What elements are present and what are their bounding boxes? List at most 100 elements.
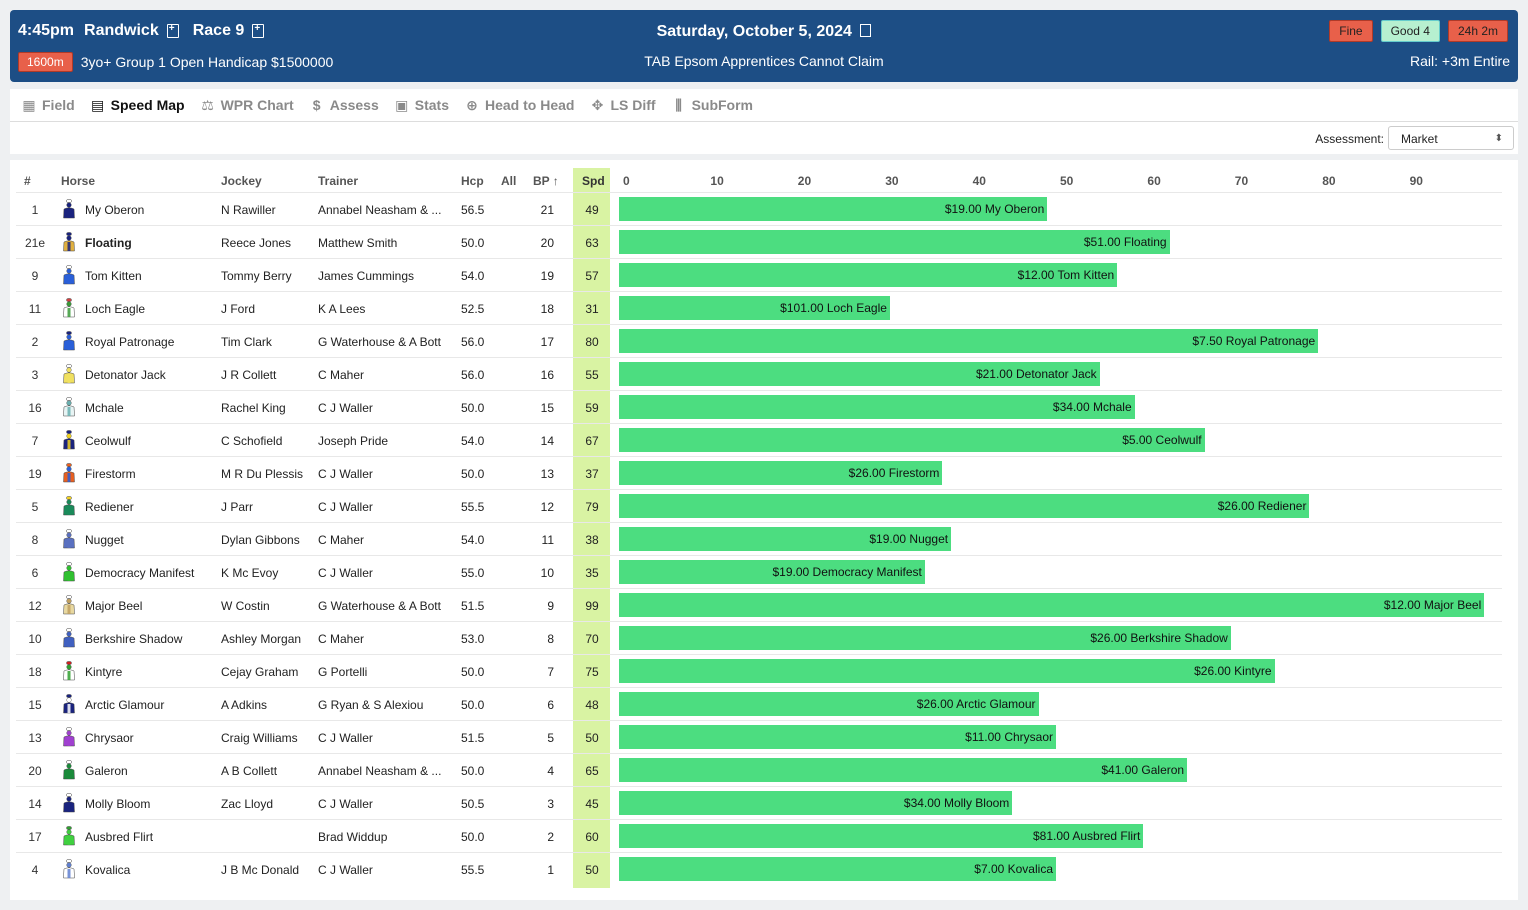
horse-name[interactable]: Detonator Jack [85,368,166,382]
horse-name[interactable]: My Oberon [85,203,145,217]
speed-bar[interactable]: $34.00 Mchale [619,395,1135,419]
table-row[interactable]: 4 Kovalica J B Mc Donald C J Waller 55.5 1 50 $… [16,852,1502,886]
document-icon[interactable] [860,24,872,37]
table-row[interactable]: 3 Detonator Jack J R Collett C Maher 56.0 16 5… [16,357,1502,391]
col-all[interactable]: All [501,174,517,188]
table-row[interactable]: 6 Democracy Manifest K Mc Evoy C J Waller 55… [16,555,1502,589]
table-row[interactable]: 21e Floating Reece Jones Matthew Smith 50.0 2… [16,225,1502,259]
speed-bar[interactable]: $5.00 Ceolwulf [619,428,1205,452]
handicap-weight: 51.5 [461,731,485,745]
horse-name[interactable]: Molly Bloom [85,797,151,811]
horse-name[interactable]: Rediener [85,500,134,514]
handicap-weight: 54.0 [461,533,485,547]
jockey-name: N Rawiller [221,203,276,217]
speed-bar[interactable]: $26.00 Rediener [619,494,1310,518]
document-icon[interactable] [166,23,179,38]
speed-bar[interactable]: $41.00 Galeron [619,758,1188,782]
speed-bar[interactable]: $26.00 Firestorm [619,461,943,485]
horse-name[interactable]: Mchale [85,401,124,415]
table-row[interactable]: 5 Rediener J Parr C J Waller 55.5 12 79 $26.00 … [16,489,1502,523]
table-row[interactable]: 9 Tom Kitten Tommy Berry James Cummings 54.0… [16,258,1502,292]
table-row[interactable]: 17 Ausbred Flirt Brad Widdup 50.0 2 60 $81.00 … [16,819,1502,853]
horse-name[interactable]: Democracy Manifest [85,566,195,580]
horse-name[interactable]: Royal Patronage [85,335,175,349]
table-row[interactable]: 15 Arctic Glamour A Adkins G Ryan & S Alexi… [16,687,1502,721]
speed-bar[interactable]: $19.00 My Oberon [619,197,1048,221]
table-row[interactable]: 7 Ceolwulf C Schofield Joseph Pride 54.0 14 67… [16,423,1502,457]
speed-bar[interactable]: $101.00 Loch Eagle [619,296,890,320]
horse-name[interactable]: Ausbred Flirt [85,830,154,844]
col-hcp[interactable]: Hcp [461,174,484,188]
horse-name[interactable]: Firestorm [85,467,136,481]
table-row[interactable]: 20 Galeron A B Collett Annabel Neasham & ..… [16,753,1502,787]
horse-name[interactable]: Tom Kitten [85,269,142,283]
col-bp[interactable]: BP ↑ [533,174,559,188]
table-row[interactable]: 18 Kintyre Cejay Graham G Portelli 50.0 7 75 $2… [16,654,1502,688]
horse-name[interactable]: Floating [85,236,132,250]
speed-bar[interactable]: $19.00 Democracy Manifest [619,560,925,584]
tab-wpr-chart[interactable]: ⚖ WPR Chart [201,97,293,114]
speed-bar[interactable]: $81.00 Ausbred Flirt [619,824,1144,848]
col-spd[interactable]: Spd [582,174,605,188]
tab-assess[interactable]: $ Assess [310,97,379,113]
table-row[interactable]: 10 Berkshire Shadow Ashley Morgan C Maher 53… [16,621,1502,655]
speed-bar[interactable]: $11.00 Chrysaor [619,725,1056,749]
handicap-weight: 52.5 [461,302,485,316]
jockey-silk-icon [62,331,76,351]
axis-tick: 90 [1409,174,1423,188]
table-row[interactable]: 2 Royal Patronage Tim Clark G Waterhouse & … [16,324,1502,358]
horse-name[interactable]: Berkshire Shadow [85,632,183,646]
speed-bar[interactable]: $19.00 Nugget [619,527,952,551]
document-icon[interactable] [252,23,265,38]
speed-bar[interactable]: $26.00 Berkshire Shadow [619,626,1231,650]
speed-value: 80 [585,335,599,349]
speed-bar[interactable]: $12.00 Major Beel [619,593,1485,617]
jockey-name: Craig Williams [221,731,298,745]
race-title: 4:45pm Randwick Race 9 [18,22,265,40]
col-jockey[interactable]: Jockey [221,174,262,188]
speed-bar[interactable]: $34.00 Molly Bloom [619,791,1013,815]
speed-bar[interactable]: $7.50 Royal Patronage [619,329,1319,353]
rail-position: Rail: +3m Entire [1410,53,1510,69]
table-row[interactable]: 13 Chrysaor Craig Williams C J Waller 51.5 5 5… [16,720,1502,754]
tab-subform[interactable]: ⫼ SubForm [672,97,753,114]
speed-bar[interactable]: $26.00 Arctic Glamour [619,692,1039,716]
horse-name[interactable]: Loch Eagle [85,302,146,316]
horse-name[interactable]: Chrysaor [85,731,134,745]
table-row[interactable]: 12 Major Beel W Costin G Waterhouse & A Bot… [16,588,1502,622]
table-row[interactable]: 19 Firestorm M R Du Plessis C J Waller 50.0 1… [16,456,1502,490]
table-row[interactable]: 16 Mchale Rachel King C J Waller 50.0 15 59 $34… [16,390,1502,424]
horse-name[interactable]: Galeron [85,764,128,778]
assessment-select[interactable]: Market ⬍ [1388,126,1514,150]
speed-bar[interactable]: $12.00 Tom Kitten [619,263,1118,287]
saddle-number: 10 [28,632,42,646]
col-horse[interactable]: Horse [61,174,96,188]
table-row[interactable]: 8 Nugget Dylan Gibbons C Maher 54.0 11 38 $19.0… [16,522,1502,556]
table-row[interactable]: 11 Loch Eagle J Ford K A Lees 52.5 18 31 $101.0… [16,291,1502,325]
speed-value: 79 [585,500,599,514]
horse-name[interactable]: Kintyre [85,665,123,679]
tab-speed-map[interactable]: ▤ Speed Map [91,97,185,114]
tab-head-to-head[interactable]: ⊕ Head to Head [465,97,574,114]
jockey-silk-icon [62,793,76,813]
horse-name[interactable]: Kovalica [85,863,131,877]
col-trainer[interactable]: Trainer [318,174,359,188]
horse-name[interactable]: Ceolwulf [85,434,132,448]
table-row[interactable]: 14 Molly Bloom Zac Lloyd C J Waller 50.5 3 45 $… [16,786,1502,820]
horse-name[interactable]: Nugget [85,533,124,547]
horse-name[interactable]: Major Beel [85,599,143,613]
speed-value: 60 [585,830,599,844]
tab-stats[interactable]: ▣ Stats [395,97,449,114]
handicap-weight: 55.0 [461,566,485,580]
speed-bar[interactable]: $7.00 Kovalica [619,857,1056,881]
col-num[interactable]: # [24,174,31,188]
speed-bar[interactable]: $26.00 Kintyre [619,659,1275,683]
race-number[interactable]: Race 9 [192,22,245,39]
tab-ls-diff[interactable]: ✥ LS Diff [590,97,656,114]
table-row[interactable]: 1 My Oberon N Rawiller Annabel Neasham & ..… [16,192,1502,226]
venue-name[interactable]: Randwick [84,22,159,39]
speed-bar[interactable]: $51.00 Floating [619,230,1170,254]
tab-field[interactable]: ▦ Field [22,97,74,114]
speed-bar[interactable]: $21.00 Detonator Jack [619,362,1100,386]
horse-name[interactable]: Arctic Glamour [85,698,165,712]
